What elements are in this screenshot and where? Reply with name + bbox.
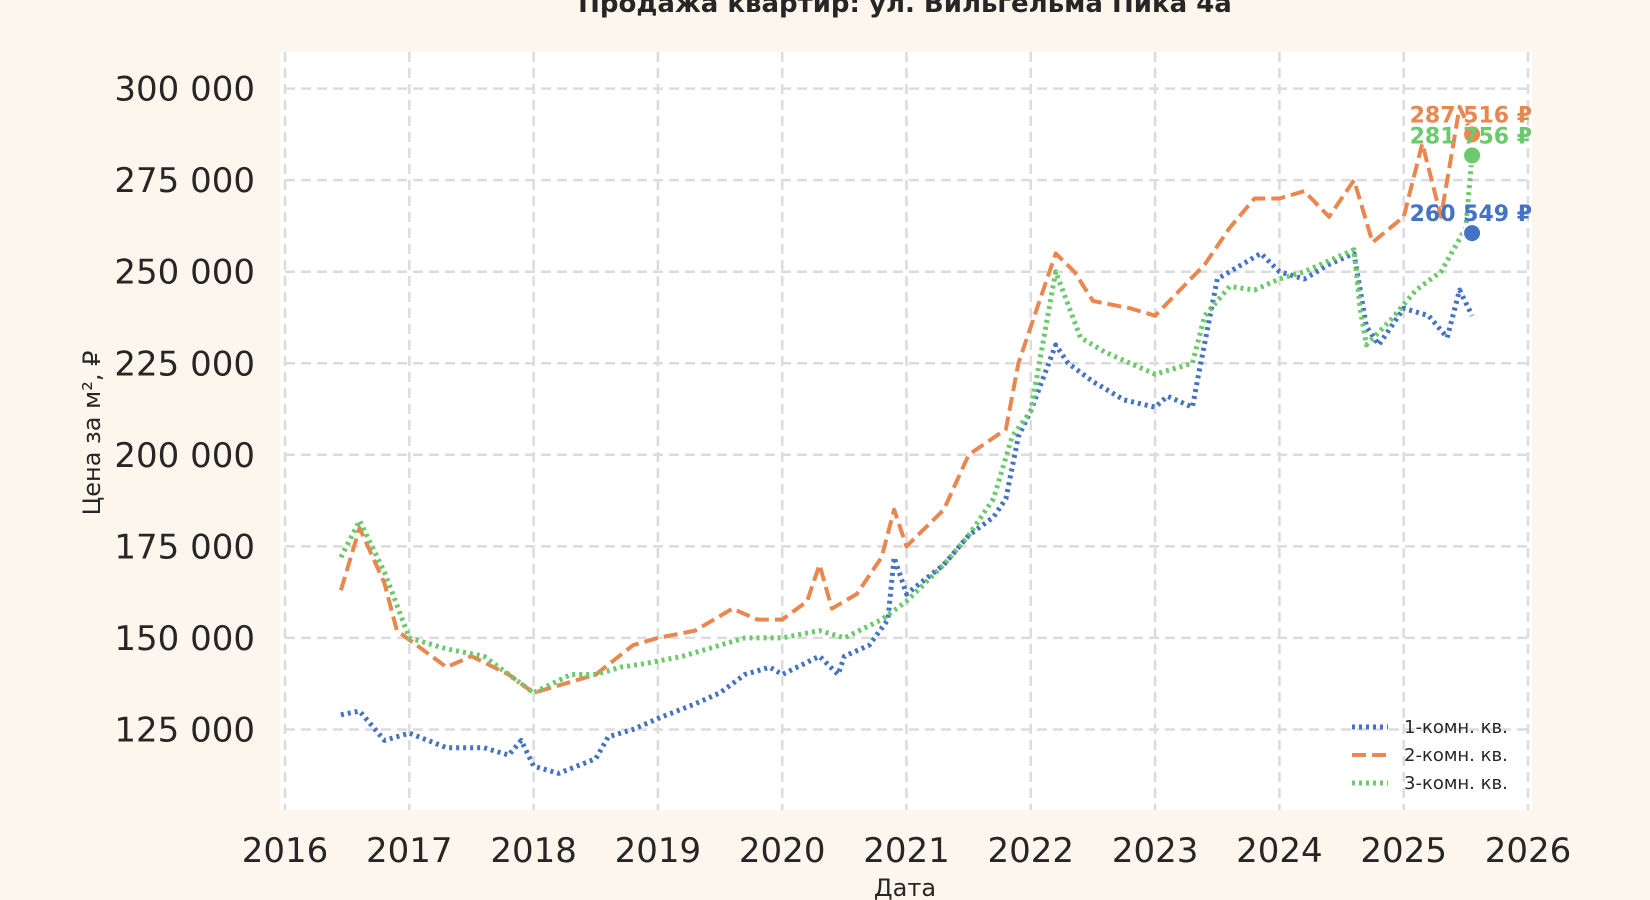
y-tick-label: 200 000 <box>114 436 255 476</box>
x-tick-label: 2021 <box>863 831 950 871</box>
series-line-3-rooms <box>338 155 1475 696</box>
x-tick-label: 2018 <box>490 831 577 871</box>
end-point-label: 287 516 ₽ <box>1410 103 1532 128</box>
x-tick-label: 2026 <box>1485 831 1572 871</box>
legend: 1-комн. кв. 2-комн. кв. 3-комн. кв. <box>1352 717 1508 794</box>
grid <box>283 52 1530 810</box>
y-tick-label: 275 000 <box>114 161 255 201</box>
x-tick-label: 2023 <box>1112 831 1199 871</box>
x-tick-label: 2022 <box>988 831 1075 871</box>
y-tick-label: 225 000 <box>114 344 255 384</box>
x-tick-label: 2025 <box>1360 831 1447 871</box>
y-axis-ticks: 125 000 150 000 175 000 200 000 225 000 250 0… <box>114 70 255 751</box>
y-tick-label: 150 000 <box>114 619 255 659</box>
chart-title: Продажа квартир: ул. Вильгельма Пика 4а <box>578 0 1232 19</box>
x-axis-label: Дата <box>874 874 936 900</box>
end-point-label: 260 549 ₽ <box>1410 202 1532 227</box>
x-tick-label: 2017 <box>366 831 453 871</box>
y-tick-label: 175 000 <box>114 527 255 567</box>
series-line-1-rooms <box>340 250 1475 776</box>
end-point-label: 281 756 ₽ <box>1410 124 1532 149</box>
x-tick-label: 2020 <box>739 831 826 871</box>
series-layer <box>338 104 1475 776</box>
end-point-marker <box>1462 223 1483 244</box>
legend-entry: 1-комн. кв. <box>1404 717 1508 738</box>
endpoints-layer: 287 516 ₽281 756 ₽ 260 549 ₽ <box>1410 103 1532 244</box>
x-tick-label: 2016 <box>242 831 329 871</box>
legend-entry: 2-комн. кв. <box>1404 745 1508 766</box>
y-axis-label: Цена за м², ₽ <box>78 351 106 516</box>
y-tick-label: 125 000 <box>114 710 255 750</box>
x-tick-label: 2024 <box>1236 831 1323 871</box>
y-tick-label: 250 000 <box>114 253 255 293</box>
end-point-marker <box>1462 145 1483 166</box>
legend-entry: 3-комн. кв. <box>1404 773 1508 794</box>
x-axis-ticks: 2016 2017 2018 2019 2020 2021 2022 2023 2024 2025… <box>242 831 1572 871</box>
end-point-marker <box>1462 124 1483 145</box>
y-tick-label: 300 000 <box>114 70 255 110</box>
x-tick-label: 2019 <box>615 831 702 871</box>
